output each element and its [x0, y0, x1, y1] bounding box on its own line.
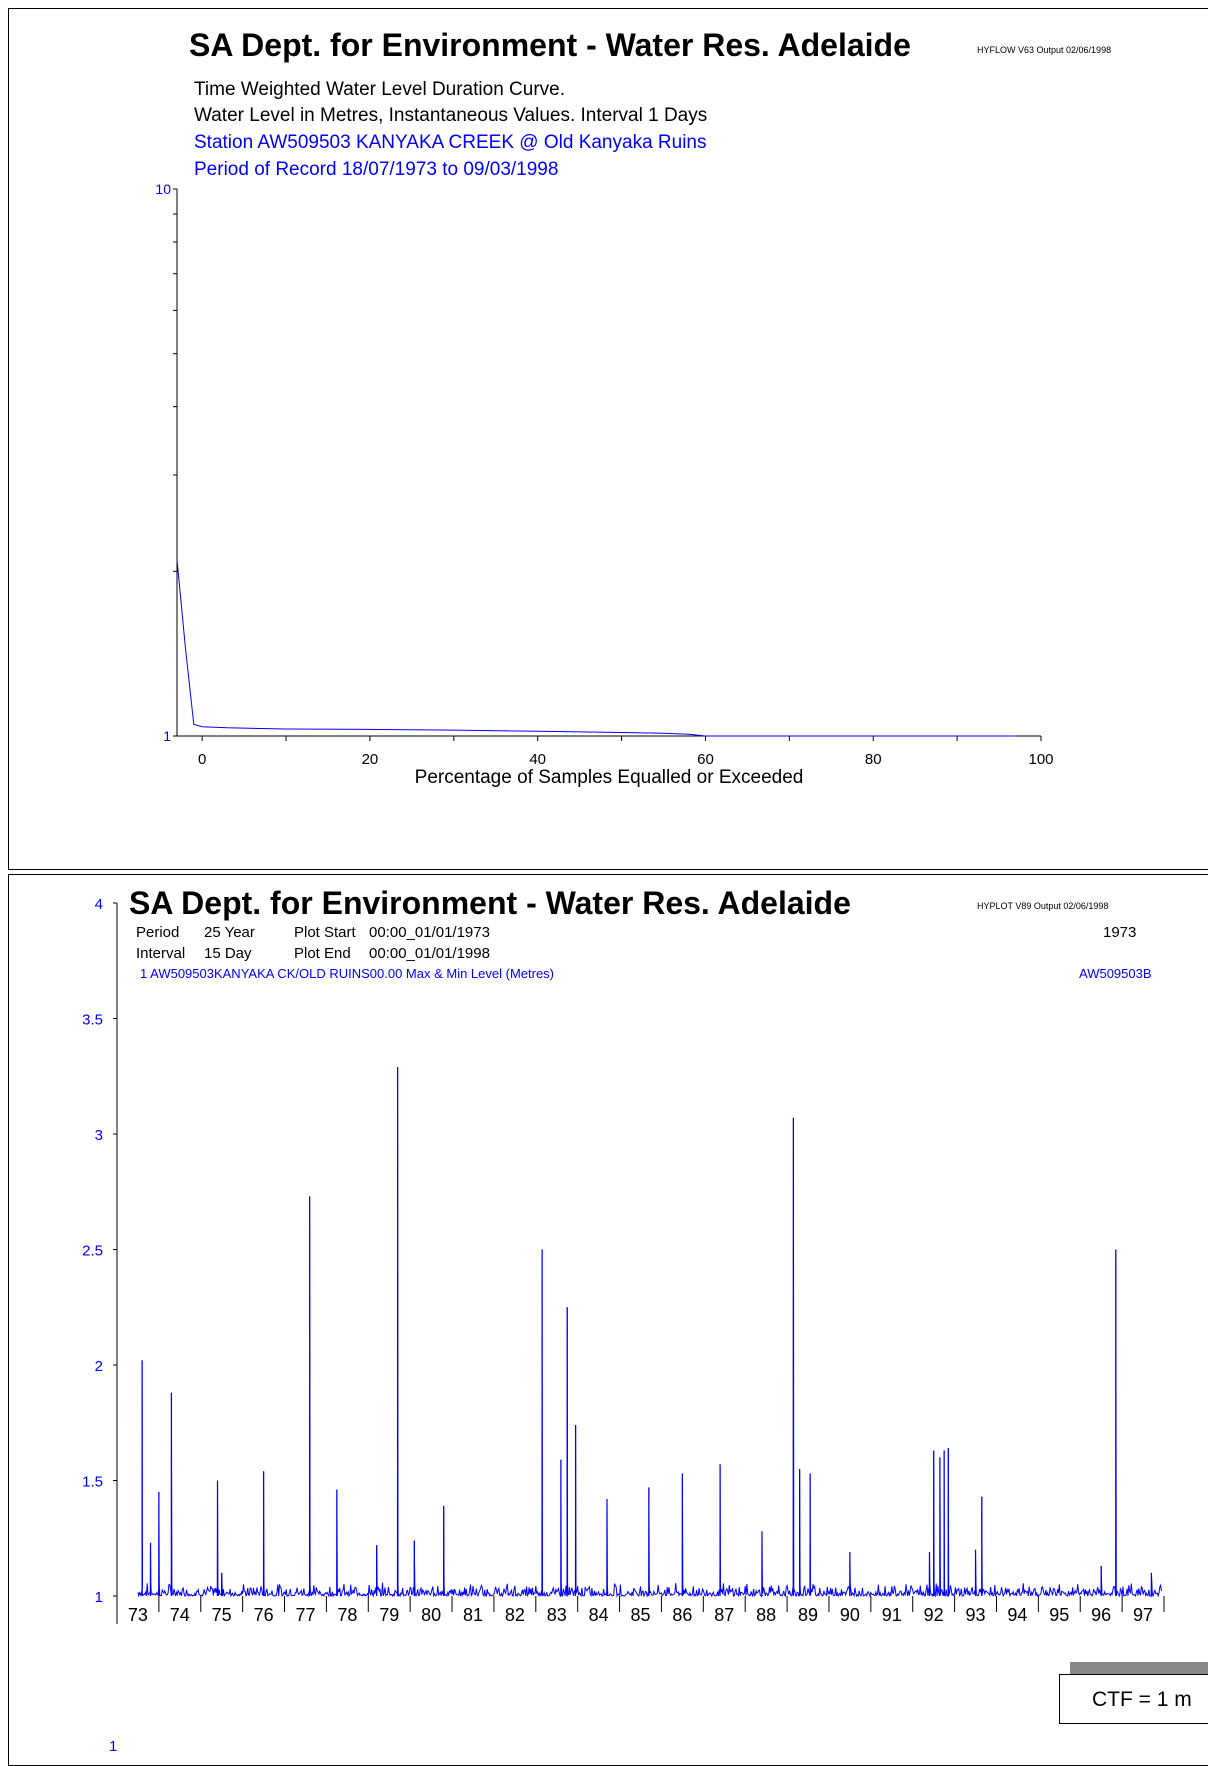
x-tick-label: 94: [1007, 1605, 1027, 1625]
x-tick-label: 87: [714, 1605, 734, 1625]
plot-start-label: Plot Start: [294, 924, 356, 941]
duration-curve-panel: SA Dept. for Environment - Water Res. Ad…: [8, 8, 1208, 870]
x-tick-label: 76: [254, 1605, 274, 1625]
period-label: Period: [136, 924, 180, 941]
x-tick-label: 97: [1133, 1605, 1153, 1625]
panel1-subtitle2: Water Level in Metres, Instantaneous Val…: [194, 105, 708, 126]
x-tick-label: 75: [212, 1605, 232, 1625]
panel1-station: Station AW509503 KANYAKA CREEK @ Old Kan…: [194, 132, 707, 153]
plot-start-value: 00:00_01/01/1973: [369, 924, 490, 941]
x-tick-label: 92: [924, 1605, 944, 1625]
panel1-period: Period of Record 18/07/1973 to 09/03/199…: [194, 159, 559, 180]
x-tick-label: 20: [362, 751, 379, 768]
ctf-label: CTF = 1 m: [1092, 1688, 1192, 1711]
x-tick-label: 60: [697, 751, 714, 768]
x-tick-label: 73: [128, 1605, 148, 1625]
x-tick-label: 91: [882, 1605, 902, 1625]
panel1-subtitle1: Time Weighted Water Level Duration Curve…: [194, 79, 566, 100]
ctf-box: CTF = 1 m: [1059, 1674, 1208, 1724]
y-tick-label: 4: [95, 896, 103, 913]
x-tick-label: 89: [798, 1605, 818, 1625]
y-tick-label: 2: [95, 1358, 103, 1375]
hydrograph-series-line: [137, 1066, 1162, 1598]
series-line: 1 AW509503KANYAKA CK/OLD RUINS00.00 Max …: [140, 966, 555, 981]
y-tick-label: 1.5: [82, 1474, 103, 1491]
x-tick-label: 90: [840, 1605, 860, 1625]
x-tick-label: 81: [463, 1605, 483, 1625]
x-tick-label: 88: [756, 1605, 776, 1625]
site-code: AW509503B: [1079, 966, 1152, 981]
x-tick-label: 96: [1091, 1605, 1111, 1625]
ctf-box-shadow: [1070, 1662, 1208, 1674]
interval-value: 15 Day: [204, 945, 252, 962]
panel1-title: SA Dept. for Environment - Water Res. Ad…: [189, 27, 911, 63]
bottom-y-label: 1: [109, 1738, 118, 1755]
plot-end-value: 00:00_01/01/1998: [369, 945, 490, 962]
x-tick-label: 74: [170, 1605, 190, 1625]
x-tick-label: 100: [1028, 751, 1053, 768]
panel1-version: HYFLOW V63 Output 02/06/1998: [977, 45, 1112, 55]
panel2-title: SA Dept. for Environment - Water Res. Ad…: [129, 885, 851, 921]
y-tick-label: 1: [95, 1589, 103, 1606]
y-tick-label: 3: [95, 1127, 103, 1144]
panel2-version: HYPLOT V89 Output 02/06/1998: [977, 901, 1109, 911]
hydrograph-panel: SA Dept. for Environment - Water Res. Ad…: [8, 874, 1208, 1766]
x-tick-label: 78: [337, 1605, 357, 1625]
x-tick-label: 0: [198, 751, 206, 768]
x-tick-label: 86: [672, 1605, 692, 1625]
x-tick-label: 83: [547, 1605, 567, 1625]
interval-label: Interval: [136, 945, 186, 962]
y-tick-label: 1: [163, 728, 171, 744]
x-tick-label: 93: [966, 1605, 986, 1625]
x-tick-label: 80: [865, 751, 882, 768]
x-tick-label: 79: [379, 1605, 399, 1625]
x-tick-label: 84: [589, 1605, 609, 1625]
x-axis-label: Percentage of Samples Equalled or Exceed…: [415, 767, 804, 788]
plot-end-label: Plot End: [294, 945, 351, 962]
x-tick-label: 95: [1049, 1605, 1069, 1625]
y-tick-label: 10: [155, 181, 171, 197]
x-tick-label: 40: [529, 751, 546, 768]
x-tick-label: 85: [630, 1605, 650, 1625]
x-tick-label: 77: [295, 1605, 315, 1625]
x-tick-label: 80: [421, 1605, 441, 1625]
hydrograph-chart: 1 1.5 2 2.5 3 3.5 4 73 74 75 76 77 78 79 80 81 82 83 84 85 8…: [82, 896, 1165, 1625]
y-tick-label: 2.5: [82, 1243, 103, 1260]
year-label: 1973: [1103, 924, 1137, 941]
y-tick-label: 3.5: [82, 1012, 103, 1029]
period-value: 25 Year: [204, 924, 255, 941]
x-tick-label: 82: [505, 1605, 525, 1625]
duration-series-line: [176, 559, 1016, 737]
